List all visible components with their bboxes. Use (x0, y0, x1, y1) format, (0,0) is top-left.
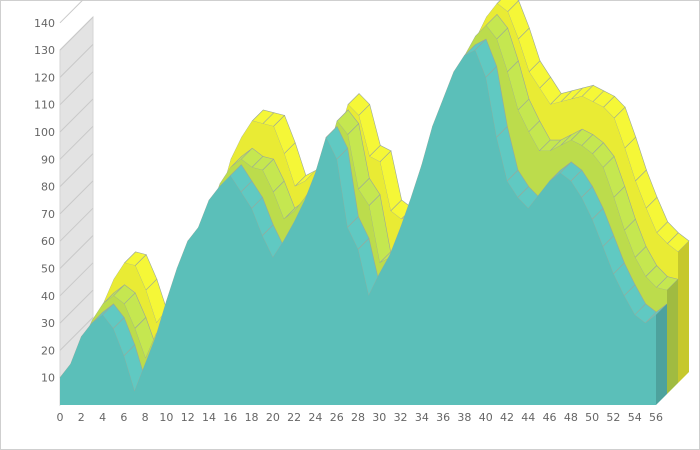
x-tick-label: 48 (564, 411, 578, 424)
y-tick-label: 110 (34, 99, 55, 112)
x-tick-label: 52 (606, 411, 620, 424)
y-tick-line (59, 153, 94, 187)
y-tick-line (59, 207, 94, 242)
x-tick-label: 26 (330, 411, 344, 424)
x-tick-label: 10 (159, 411, 173, 424)
y-tick-line (59, 289, 94, 324)
y-axis-labels: 10 20 30 40 50 60 70 80 90 100 110 120 130 140 (34, 17, 55, 385)
x-tick-label: 42 (500, 411, 514, 424)
y-tick-label: 140 (34, 17, 55, 30)
x-tick-label: 2 (78, 411, 85, 424)
x-tick-label: 56 (649, 411, 663, 424)
y-tick-line (59, 180, 94, 215)
x-tick-label: 0 (57, 411, 64, 424)
series-front-face (60, 50, 656, 405)
x-tick-label: 6 (120, 411, 127, 424)
x-tick-label: 18 (245, 411, 259, 424)
y-tick-label: 40 (41, 290, 55, 303)
series-layer-0 (59, 38, 668, 405)
x-tick-label: 12 (181, 411, 195, 424)
x-tick-label: 4 (99, 411, 106, 424)
x-axis-labels: 0 2 4 6 8 10 12 14 16 18 20 22 24 26 28 30 32 34 36 38 40 42 4… (57, 411, 664, 424)
x-tick-label: 40 (479, 411, 493, 424)
series-end-cap (667, 279, 678, 394)
x-tick-label: 32 (394, 411, 408, 424)
x-tick-label: 54 (628, 411, 642, 424)
x-tick-label: 34 (415, 411, 429, 424)
y-tick-label: 130 (34, 44, 55, 57)
y-tick-line (59, 71, 94, 106)
y-tick-label: 10 (41, 372, 55, 385)
x-tick-label: 28 (351, 411, 365, 424)
y-tick-line (59, 0, 84, 24)
y-tick-line (59, 98, 94, 133)
y-tick-line (59, 125, 94, 160)
y-tick-line (59, 16, 94, 51)
y-tick-line (59, 262, 94, 297)
y-tick-line (59, 235, 94, 269)
x-tick-label: 50 (585, 411, 599, 424)
x-tick-label: 14 (202, 411, 216, 424)
x-tick-label: 20 (266, 411, 280, 424)
y-tick-line (59, 44, 94, 78)
x-tick-label: 16 (223, 411, 237, 424)
series-end-cap (656, 303, 667, 405)
x-tick-label: 36 (436, 411, 450, 424)
y-tick-label: 20 (41, 344, 55, 357)
x-tick-label: 46 (543, 411, 557, 424)
x-tick-label: 44 (521, 411, 535, 424)
x-tick-label: 30 (372, 411, 386, 424)
x-tick-label: 22 (287, 411, 301, 424)
x-tick-label: 8 (142, 411, 149, 424)
y-tick-label: 30 (41, 317, 55, 330)
x-tick-label: 38 (457, 411, 471, 424)
y-tick-label: 70 (41, 208, 55, 221)
y-tick-line (59, 317, 94, 351)
y-tick-label: 100 (34, 126, 55, 139)
y-tick-label: 60 (41, 235, 55, 248)
y-tick-label: 80 (41, 181, 55, 194)
series-end-cap (678, 240, 689, 383)
area-layers (59, 0, 690, 405)
y-axis-ticks (59, 0, 94, 379)
y-tick-label: 120 (34, 71, 55, 84)
y-tick-label: 90 (41, 153, 55, 166)
y-tick-label: 50 (41, 263, 55, 276)
x-tick-label: 24 (308, 411, 322, 424)
